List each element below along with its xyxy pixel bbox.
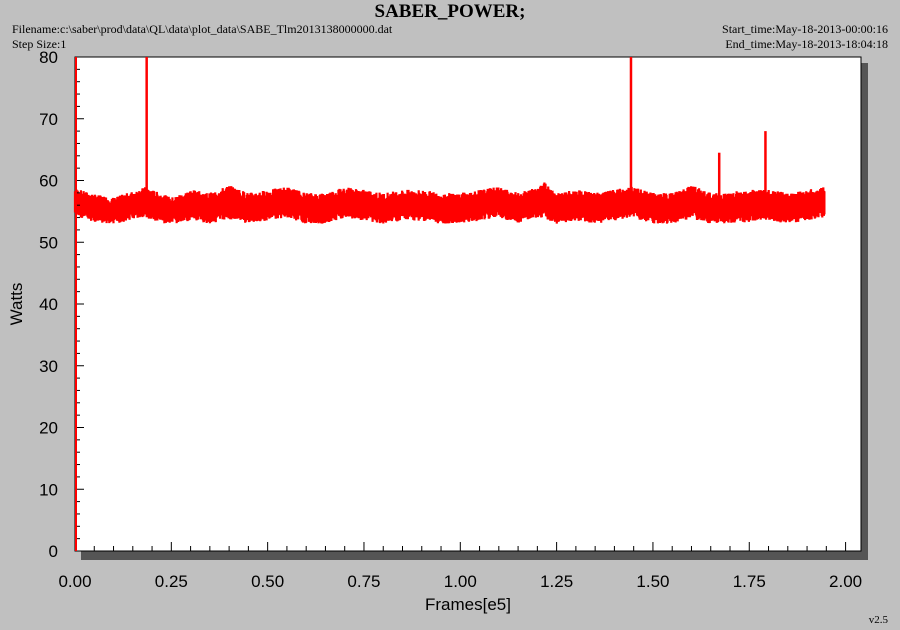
y-tick-label: 40: [39, 295, 58, 314]
series-line: [73, 182, 826, 224]
y-axis-label: Watts: [7, 283, 26, 326]
y-tick-label: 60: [39, 172, 58, 191]
x-tick-label: 1.75: [733, 572, 766, 591]
x-tick-label: 0.50: [251, 572, 284, 591]
x-tick-label: 1.00: [444, 572, 477, 591]
chart-title: SABER_POWER;: [374, 1, 526, 22]
y-tick-label: 30: [39, 357, 58, 376]
y-tick-label: 80: [39, 48, 58, 67]
filename-label: Filename:c:\saber\prod\data\QL\data\plot…: [12, 22, 393, 36]
version-label: v2.5: [868, 614, 888, 626]
plot-area: [74, 56, 862, 552]
axis-layer: 0 10 20 30 40 50 60 70 80 0.00 0.25 0.50 0.75 1.00 1.2…: [39, 48, 862, 591]
x-tick-label: 1.25: [540, 572, 573, 591]
x-tick-label: 2.00: [829, 572, 862, 591]
x-tick-label: 0.00: [58, 572, 91, 591]
step-size-label: Step Size:1: [12, 37, 67, 51]
series-layer: [73, 57, 826, 224]
x-tick-label: 0.25: [155, 572, 188, 591]
y-tick-label: 0: [49, 542, 58, 561]
start-time-label: Start_time:May-18-2013-00:00:16: [722, 22, 888, 36]
x-tick-label: 1.50: [636, 572, 669, 591]
y-tick-label: 20: [39, 419, 58, 438]
x-axis-label: Frames[e5]: [425, 595, 511, 614]
y-tick-label: 70: [39, 110, 58, 129]
end-time-label: End_time:May-18-2013-18:04:18: [725, 37, 888, 51]
x-tick-label: 0.75: [347, 572, 380, 591]
y-tick-label: 10: [39, 480, 58, 499]
y-tick-label: 50: [39, 233, 58, 252]
